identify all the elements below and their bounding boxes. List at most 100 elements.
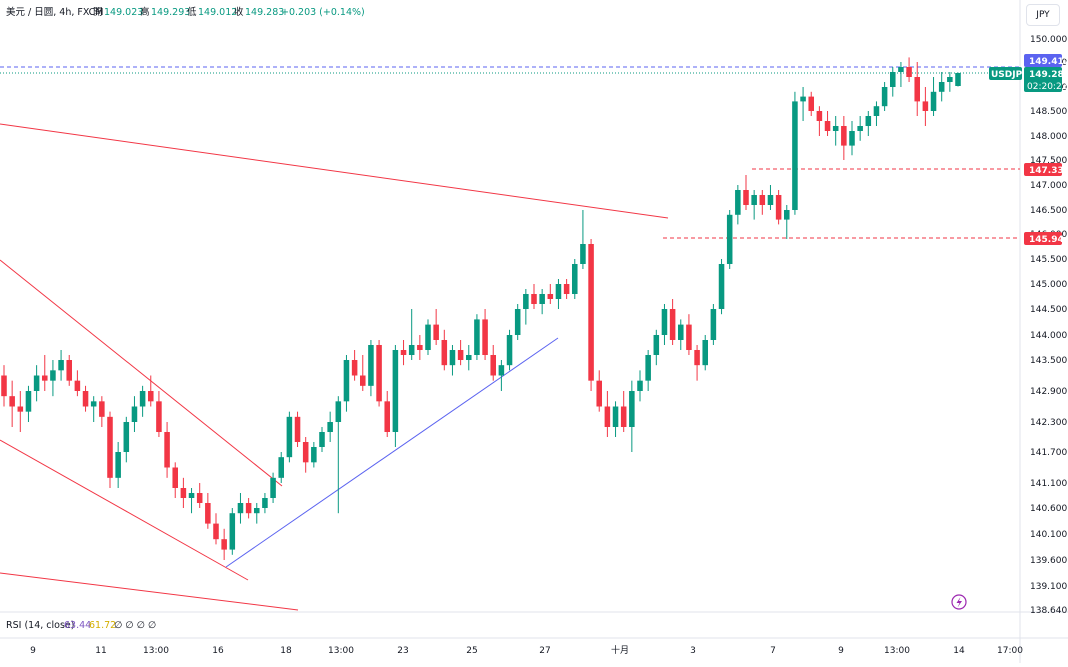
candle-body[interactable] (694, 350, 700, 366)
candle-body[interactable] (196, 493, 203, 503)
candle-body[interactable] (327, 422, 333, 432)
candle-body[interactable] (107, 416, 113, 478)
candle-body[interactable] (278, 457, 285, 478)
candle-body[interactable] (302, 442, 309, 463)
candle-body[interactable] (596, 380, 603, 407)
candle-body[interactable] (351, 360, 358, 376)
candle-body[interactable] (123, 422, 130, 452)
candle-body[interactable] (41, 375, 48, 381)
candle-body[interactable] (408, 345, 415, 355)
candle-body[interactable] (368, 345, 374, 386)
candle-body[interactable] (792, 101, 798, 210)
candle-body[interactable] (74, 380, 81, 391)
candle-body[interactable] (213, 523, 219, 540)
candle-body[interactable] (539, 294, 545, 304)
candle-body[interactable] (555, 284, 562, 299)
trendline-red-upper[interactable] (0, 123, 669, 219)
candle-body[interactable] (237, 503, 244, 514)
candle-body[interactable] (400, 350, 407, 355)
candle-body[interactable] (751, 195, 757, 205)
candle-body[interactable] (425, 324, 431, 350)
candle-body[interactable] (311, 447, 317, 463)
candle-body[interactable] (514, 309, 521, 335)
lightning-icon[interactable] (951, 594, 967, 610)
candle-body[interactable] (906, 67, 912, 77)
candle-body[interactable] (319, 432, 325, 447)
candle-body[interactable] (743, 190, 749, 205)
candle-body[interactable] (604, 406, 611, 428)
trendline-blue-support[interactable] (225, 337, 559, 568)
candle-body[interactable] (718, 264, 725, 309)
candle-body[interactable] (131, 406, 138, 423)
candle-body[interactable] (392, 350, 399, 432)
candle-body[interactable] (9, 396, 15, 407)
candle-body[interactable] (841, 126, 847, 146)
candle-body[interactable] (449, 350, 456, 366)
candle-body[interactable] (775, 195, 782, 220)
candle-body[interactable] (881, 87, 888, 107)
candle-body[interactable] (66, 360, 73, 381)
candle-body[interactable] (832, 126, 839, 131)
candle-body[interactable] (938, 82, 945, 92)
candle-body[interactable] (857, 126, 863, 131)
candle-body[interactable] (669, 309, 676, 340)
candle-body[interactable] (482, 319, 488, 355)
candle-body[interactable] (922, 101, 929, 111)
candle-body[interactable] (498, 365, 505, 376)
candle-body[interactable] (645, 355, 651, 381)
candle-body[interactable] (180, 488, 187, 498)
candle-body[interactable] (580, 244, 586, 264)
candle-body[interactable] (25, 391, 32, 412)
candle-body[interactable] (726, 214, 733, 264)
candle-body[interactable] (417, 345, 423, 350)
candle-body[interactable] (17, 406, 24, 412)
candle-body[interactable] (50, 370, 56, 381)
candle-body[interactable] (873, 106, 880, 116)
candle-body[interactable] (889, 72, 896, 87)
candle-body[interactable] (156, 401, 162, 432)
candle-body[interactable] (816, 111, 823, 121)
candle-body[interactable] (955, 73, 961, 86)
candle-body[interactable] (147, 391, 154, 402)
candle-body[interactable] (294, 416, 301, 442)
candle-body[interactable] (523, 294, 529, 309)
candle-body[interactable] (359, 375, 366, 386)
currency-button[interactable]: JPY (1026, 4, 1060, 26)
candle-body[interactable] (686, 324, 692, 350)
candle-body[interactable] (99, 401, 105, 417)
candle-body[interactable] (270, 477, 276, 498)
candle-body[interactable] (343, 360, 350, 402)
candle-body[interactable] (457, 350, 464, 360)
candle-body[interactable] (767, 195, 774, 205)
candle-body[interactable] (629, 391, 635, 427)
candle-body[interactable] (433, 324, 439, 340)
trendline-red-channel-top[interactable] (0, 259, 283, 487)
candle-body[interactable] (90, 401, 97, 407)
candle-body[interactable] (588, 244, 594, 381)
candle-body[interactable] (547, 294, 554, 299)
candle-body[interactable] (286, 416, 293, 458)
candle-body[interactable] (384, 401, 391, 432)
candle-body[interactable] (677, 324, 684, 340)
price-axis[interactable]: 150.000149.500149.000148.500148.000147.5… (1030, 35, 1067, 616)
candle-body[interactable] (800, 96, 806, 102)
candle-body[interactable] (865, 116, 872, 126)
candle-body[interactable] (474, 319, 480, 355)
candle-body[interactable] (465, 355, 472, 360)
candle-body[interactable] (33, 375, 40, 392)
time-axis[interactable]: 9 11 13:00 16 18 13:00 23 25 27 十月 3 7 9 13:00 14 17:00 (30, 644, 1023, 656)
candle-body[interactable] (1, 375, 7, 397)
candle-body[interactable] (661, 309, 668, 335)
candle-body[interactable] (490, 355, 497, 376)
candle-body[interactable] (824, 121, 831, 131)
candle-body[interactable] (808, 96, 815, 111)
candle-body[interactable] (571, 264, 578, 294)
candle-body[interactable] (205, 503, 211, 524)
candle-body[interactable] (612, 406, 619, 428)
candle-body[interactable] (376, 345, 382, 402)
candle-body[interactable] (164, 432, 170, 468)
candle-body[interactable] (229, 513, 236, 550)
candle-body[interactable] (930, 91, 937, 111)
candle-body[interactable] (849, 131, 855, 146)
